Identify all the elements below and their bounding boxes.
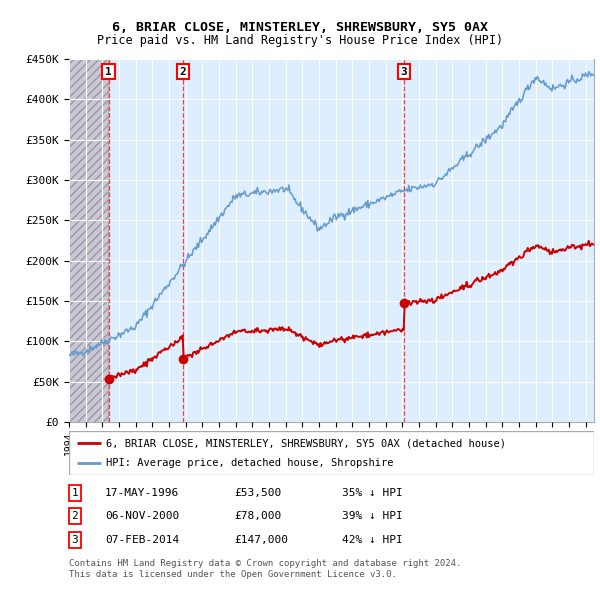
- Text: £53,500: £53,500: [234, 488, 281, 497]
- Text: 3: 3: [71, 535, 79, 545]
- Text: 6, BRIAR CLOSE, MINSTERLEY, SHREWSBURY, SY5 0AX (detached house): 6, BRIAR CLOSE, MINSTERLEY, SHREWSBURY, …: [106, 438, 506, 448]
- Text: 2: 2: [180, 67, 187, 77]
- Text: 39% ↓ HPI: 39% ↓ HPI: [342, 512, 403, 521]
- Text: 07-FEB-2014: 07-FEB-2014: [105, 535, 179, 545]
- Bar: [69, 59, 109, 422]
- Text: Price paid vs. HM Land Registry's House Price Index (HPI): Price paid vs. HM Land Registry's House …: [97, 34, 503, 47]
- Text: 1: 1: [105, 67, 112, 77]
- Text: This data is licensed under the Open Government Licence v3.0.: This data is licensed under the Open Gov…: [69, 571, 397, 579]
- Text: 17-MAY-1996: 17-MAY-1996: [105, 488, 179, 497]
- Text: £147,000: £147,000: [234, 535, 288, 545]
- Text: £78,000: £78,000: [234, 512, 281, 521]
- Bar: [69, 59, 109, 422]
- Text: 42% ↓ HPI: 42% ↓ HPI: [342, 535, 403, 545]
- Text: 2: 2: [71, 512, 79, 521]
- Text: 3: 3: [401, 67, 407, 77]
- Text: Contains HM Land Registry data © Crown copyright and database right 2024.: Contains HM Land Registry data © Crown c…: [69, 559, 461, 568]
- Text: 06-NOV-2000: 06-NOV-2000: [105, 512, 179, 521]
- Text: 6, BRIAR CLOSE, MINSTERLEY, SHREWSBURY, SY5 0AX: 6, BRIAR CLOSE, MINSTERLEY, SHREWSBURY, …: [112, 21, 488, 34]
- Text: 35% ↓ HPI: 35% ↓ HPI: [342, 488, 403, 497]
- Text: 1: 1: [71, 488, 79, 497]
- Text: HPI: Average price, detached house, Shropshire: HPI: Average price, detached house, Shro…: [106, 458, 393, 467]
